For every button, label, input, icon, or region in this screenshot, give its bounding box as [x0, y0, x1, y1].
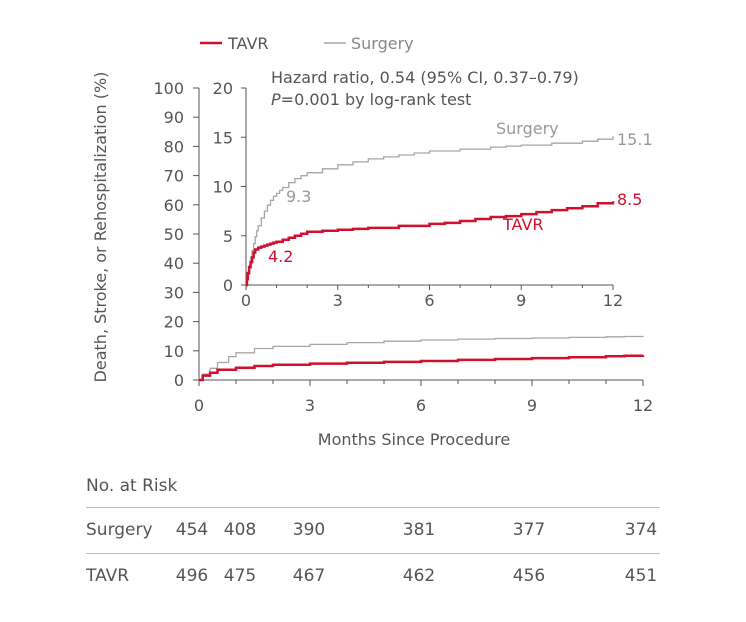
risk-cell: 390	[292, 520, 326, 540]
main-x-tick-label: 0	[194, 396, 204, 415]
main-y-tick-label: 60	[164, 196, 184, 215]
inset-series-tavr-line	[245, 201, 615, 287]
p-value-rest: =0.001 by log-rank test	[281, 90, 472, 109]
risk-cell: 454	[175, 520, 209, 540]
risk-row-tavr: TAVR 496 475 467 462 456 451	[86, 553, 660, 600]
main-x-tick-label: 3	[305, 396, 315, 415]
inset-y-ticks: 0 5 10 15 20	[213, 79, 246, 295]
main-y-tick-label: 20	[164, 313, 184, 332]
main-y-tick-label: 50	[164, 225, 184, 244]
main-x-tick-label: 12	[633, 396, 653, 415]
inset-axes: 0 5 10 15 20 0 3 6 9 12	[213, 79, 624, 310]
risk-cell: 496	[175, 566, 209, 586]
surgery-12mo-value: 15.1	[617, 130, 653, 149]
main-x-tick-label: 6	[416, 396, 426, 415]
inset-y-tick-label: 0	[223, 276, 233, 295]
main-y-tick-label: 10	[164, 342, 184, 361]
main-y-tick-label: 40	[164, 254, 184, 273]
inset-x-tick-label: 3	[333, 291, 343, 310]
main-x-tick-label: 9	[527, 396, 537, 415]
inset-surgery-label: Surgery	[496, 119, 559, 138]
hazard-ratio-text: Hazard ratio, 0.54 (95% CI, 0.37–0.79)	[271, 68, 579, 87]
legend-tavr-label: TAVR	[227, 34, 269, 53]
p-value-italic: P	[271, 90, 281, 109]
legend-surgery-label: Surgery	[351, 34, 414, 53]
risk-table-title: No. at Risk	[86, 476, 178, 496]
km-chart: TAVR Surgery Death, Stroke, or Rehospita…	[91, 34, 653, 449]
main-series-tavr-line	[199, 354, 645, 382]
risk-cell: 451	[624, 566, 658, 586]
inset-tavr-label: TAVR	[502, 215, 544, 234]
risk-table: No. at Risk Surgery 454 408 390 381 377 …	[0, 458, 746, 622]
risk-row-surgery: Surgery 454 408 390 381 377 374	[86, 507, 660, 554]
risk-cell: 467	[292, 566, 326, 586]
risk-cell: 374	[624, 520, 658, 540]
main-y-tick-label: 80	[164, 137, 184, 156]
y-axis-title: Death, Stroke, or Rehospitalization (%)	[91, 72, 110, 383]
risk-row-label: TAVR	[86, 566, 130, 586]
risk-cell: 377	[512, 520, 546, 540]
surgery-1mo-value: 9.3	[286, 187, 311, 206]
inset-y-tick-label: 20	[213, 79, 233, 98]
risk-cell: 475	[223, 566, 257, 586]
main-series-surgery-line	[199, 335, 644, 381]
risk-cell: 456	[512, 566, 546, 586]
tavr-12mo-value: 8.5	[617, 190, 642, 209]
inset-x-tick-label: 12	[603, 291, 623, 310]
inset-y-tick-label: 15	[213, 128, 233, 147]
inset-x-ticks: 0 3 6 9 12	[241, 285, 623, 310]
risk-cell: 381	[402, 520, 436, 540]
p-value-text: P=0.001 by log-rank test	[271, 90, 471, 109]
main-y-tick-label: 100	[153, 79, 184, 98]
inset-x-tick-label: 6	[424, 291, 434, 310]
inset-series-surgery-line	[246, 136, 614, 286]
main-y-tick-label: 0	[174, 371, 184, 390]
main-y-tick-label: 70	[164, 167, 184, 186]
main-y-tick-label: 30	[164, 283, 184, 302]
main-y-tick-label: 90	[164, 108, 184, 127]
inset-y-tick-label: 5	[223, 227, 233, 246]
inset-y-tick-label: 10	[213, 178, 233, 197]
legend: TAVR Surgery	[200, 34, 414, 53]
risk-cell: 408	[223, 520, 257, 540]
main-y-ticks: 0 10 20 30 40 50 60 70 80 90 100	[153, 79, 199, 390]
main-x-ticks: 0 3 6 9 12	[194, 380, 653, 415]
risk-cell: 462	[402, 566, 436, 586]
inset-plot-lines	[245, 136, 615, 287]
main-plot-lines	[199, 335, 645, 382]
risk-row-label: Surgery	[86, 520, 153, 540]
inset-x-tick-label: 0	[241, 291, 251, 310]
tavr-1mo-value: 4.2	[268, 247, 293, 266]
x-axis-title: Months Since Procedure	[318, 430, 510, 449]
inset-x-tick-label: 9	[516, 291, 526, 310]
